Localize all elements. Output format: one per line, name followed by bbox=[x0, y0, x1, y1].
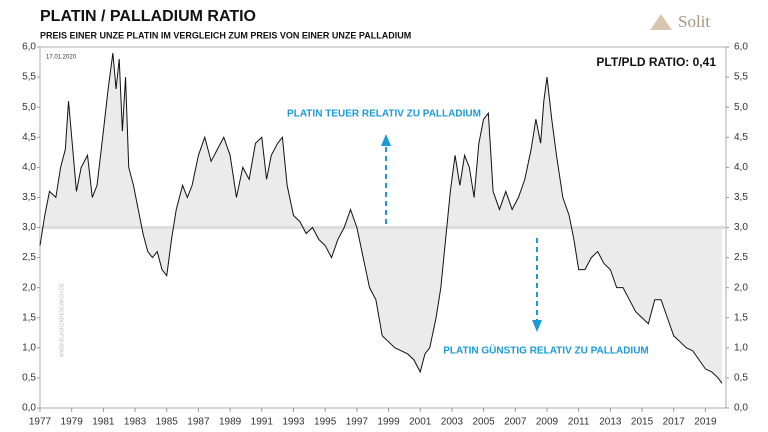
x-tick-label: 1981 bbox=[92, 417, 115, 428]
arrow-head bbox=[381, 134, 391, 146]
y2-tick-label: 3,0 bbox=[734, 222, 748, 233]
y-tick-label: 5,0 bbox=[22, 102, 36, 113]
y-tick-label: 2,0 bbox=[22, 282, 36, 293]
x-tick-label: 2013 bbox=[599, 417, 622, 428]
x-tick-label: 2003 bbox=[441, 417, 464, 428]
y-tick-label: 6,0 bbox=[22, 42, 36, 53]
y-tick-label: 5,5 bbox=[22, 72, 36, 83]
y-tick-label: 1,5 bbox=[22, 312, 36, 323]
watermark: WWW.BLASHZKRESEARCH.DE bbox=[59, 282, 65, 357]
y-tick-label: 2,5 bbox=[22, 252, 36, 263]
y-tick-label: 0,5 bbox=[22, 373, 36, 384]
y2-tick-label: 6,0 bbox=[734, 42, 748, 53]
x-tick-label: 1995 bbox=[314, 417, 337, 428]
y-tick-label: 1,0 bbox=[22, 342, 36, 353]
y-tick-label: 4,0 bbox=[22, 162, 36, 173]
y2-tick-label: 5,0 bbox=[734, 102, 748, 113]
x-tick-label: 1989 bbox=[219, 417, 242, 428]
y-tick-label: 3,5 bbox=[22, 192, 36, 203]
chart-subtitle: PREIS EINER UNZE PLATIN IM VERGLEICH ZUM… bbox=[40, 30, 411, 40]
x-tick-label: 2005 bbox=[472, 417, 495, 428]
x-tick-label: 1977 bbox=[29, 417, 52, 428]
date-label: 17.01.2020 bbox=[46, 55, 77, 61]
fill-area bbox=[40, 53, 723, 384]
y2-tick-label: 2,0 bbox=[734, 282, 748, 293]
arrows bbox=[381, 134, 542, 332]
logo: Solit bbox=[650, 12, 710, 31]
y2-tick-label: 1,5 bbox=[734, 312, 748, 323]
y2-tick-label: 4,0 bbox=[734, 162, 748, 173]
y-tick-label: 4,5 bbox=[22, 132, 36, 143]
x-tick-label: 2009 bbox=[536, 417, 559, 428]
chart-title: PLATIN / PALLADIUM RATIO bbox=[40, 8, 256, 25]
x-tick-label: 1993 bbox=[282, 417, 305, 428]
x-tick-label: 1979 bbox=[61, 417, 84, 428]
y2-tick-label: 5,5 bbox=[734, 72, 748, 83]
x-tick-label: 2011 bbox=[568, 417, 590, 428]
x-tick-label: 1999 bbox=[377, 417, 400, 428]
y2-tick-label: 3,5 bbox=[734, 192, 748, 203]
y2-tick-label: 0,5 bbox=[734, 373, 748, 384]
y2-tick-label: 0,0 bbox=[734, 403, 748, 414]
x-tick-label: 2017 bbox=[663, 417, 686, 428]
x-tick-label: 2019 bbox=[694, 417, 717, 428]
y-tick-label: 0,0 bbox=[22, 403, 36, 414]
y-tick-label: 3,0 bbox=[22, 222, 36, 233]
x-tick-label: 2001 bbox=[409, 417, 432, 428]
x-tick-label: 2015 bbox=[631, 417, 654, 428]
x-tick-label: 1991 bbox=[251, 417, 274, 428]
x-tick-label: 1985 bbox=[156, 417, 179, 428]
line bbox=[39, 52, 723, 384]
annotation: PLATIN GÜNSTIG RELATIV ZU PALLADIUM bbox=[443, 344, 649, 357]
y2-tick-label: 2,5 bbox=[734, 252, 748, 263]
logo-icon bbox=[650, 14, 672, 30]
x-tick-label: 1997 bbox=[346, 417, 369, 428]
y2-tick-label: 1,0 bbox=[734, 342, 748, 353]
x-tick-label: 1987 bbox=[187, 417, 210, 428]
annotation: PLATIN TEUER RELATIV ZU PALLADIUM bbox=[287, 109, 481, 120]
y2-tick-label: 4,5 bbox=[734, 132, 748, 143]
x-tick-label: 2007 bbox=[504, 417, 527, 428]
ratio-label: PLT/PLD RATIO: 0,41 bbox=[596, 55, 716, 69]
x-tick-label: 1983 bbox=[124, 417, 147, 428]
arrow-head bbox=[532, 320, 542, 332]
logo-text: Solit bbox=[678, 12, 710, 31]
